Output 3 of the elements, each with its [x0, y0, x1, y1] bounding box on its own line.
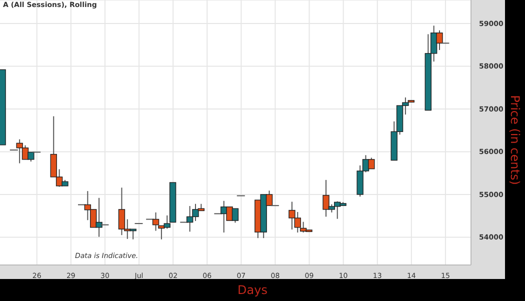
x-axis-title: Days	[236, 283, 268, 297]
y-axis-title: Price (in cents)	[508, 95, 522, 185]
candlestick	[118, 187, 126, 236]
